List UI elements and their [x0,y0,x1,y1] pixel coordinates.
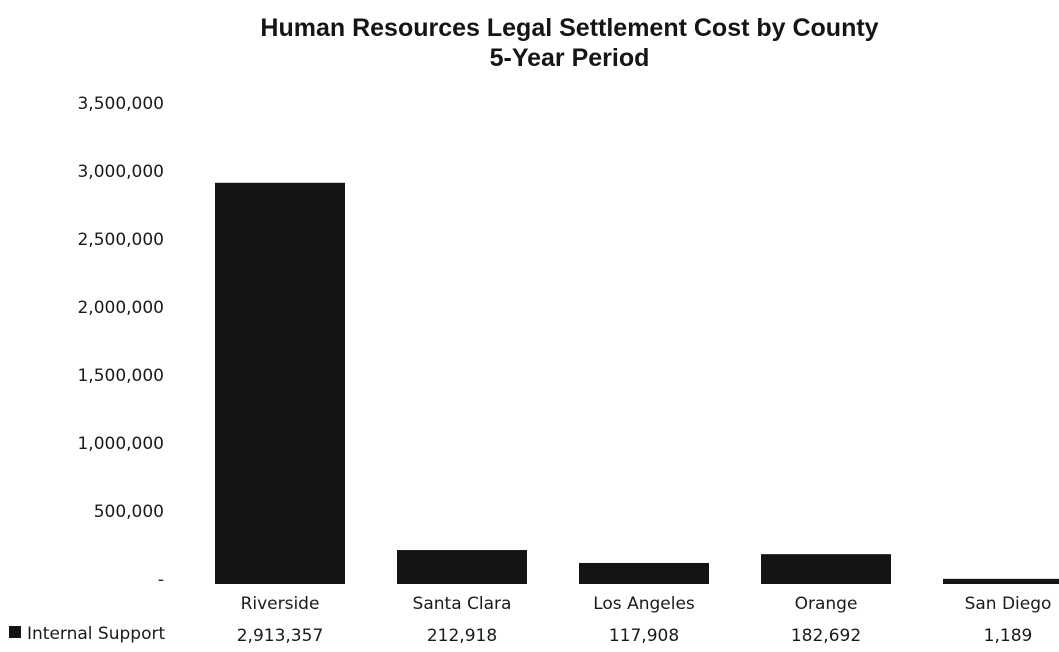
y-tick-label: 1,500,000 [77,366,164,386]
y-tick-label: 3,500,000 [77,94,164,114]
data-table-value: 212,918 [427,626,497,646]
data-table-value: 1,189 [984,626,1033,646]
data-table-row: Internal Support 2,913,357 212,918 117,908 1… [9,624,1032,646]
y-tick-label: 2,500,000 [77,230,164,250]
legend-swatch [9,626,21,638]
chart-title: Human Resources Legal Settlement Cost by… [260,14,879,42]
y-tick-label: 500,000 [94,502,164,522]
bars [215,182,1059,584]
y-axis: - 500,000 1,000,000 1,500,000 2,000,000 2,500… [77,94,164,590]
bar [215,182,345,584]
category-labels: Riverside Santa Clara Los Angeles Orange San… [241,594,1052,614]
y-tick-label: 3,000,000 [77,162,164,182]
data-table-value: 182,692 [791,626,861,646]
bar [943,578,1059,584]
category-label: Orange [795,594,858,614]
category-label: Santa Clara [413,594,512,614]
legend-series-name: Internal Support [27,624,165,644]
bar [761,554,891,584]
chart-subtitle: 5-Year Period [489,44,650,72]
bar [397,550,527,584]
y-tick-label: 2,000,000 [77,298,164,318]
data-table-value: 2,913,357 [237,626,324,646]
category-label: Los Angeles [593,594,695,614]
y-tick-label: 1,000,000 [77,434,164,454]
category-label: San Diego [965,594,1052,614]
bar [579,562,709,584]
y-tick-label: - [158,570,164,590]
data-table-value: 117,908 [609,626,679,646]
category-label: Riverside [241,594,320,614]
